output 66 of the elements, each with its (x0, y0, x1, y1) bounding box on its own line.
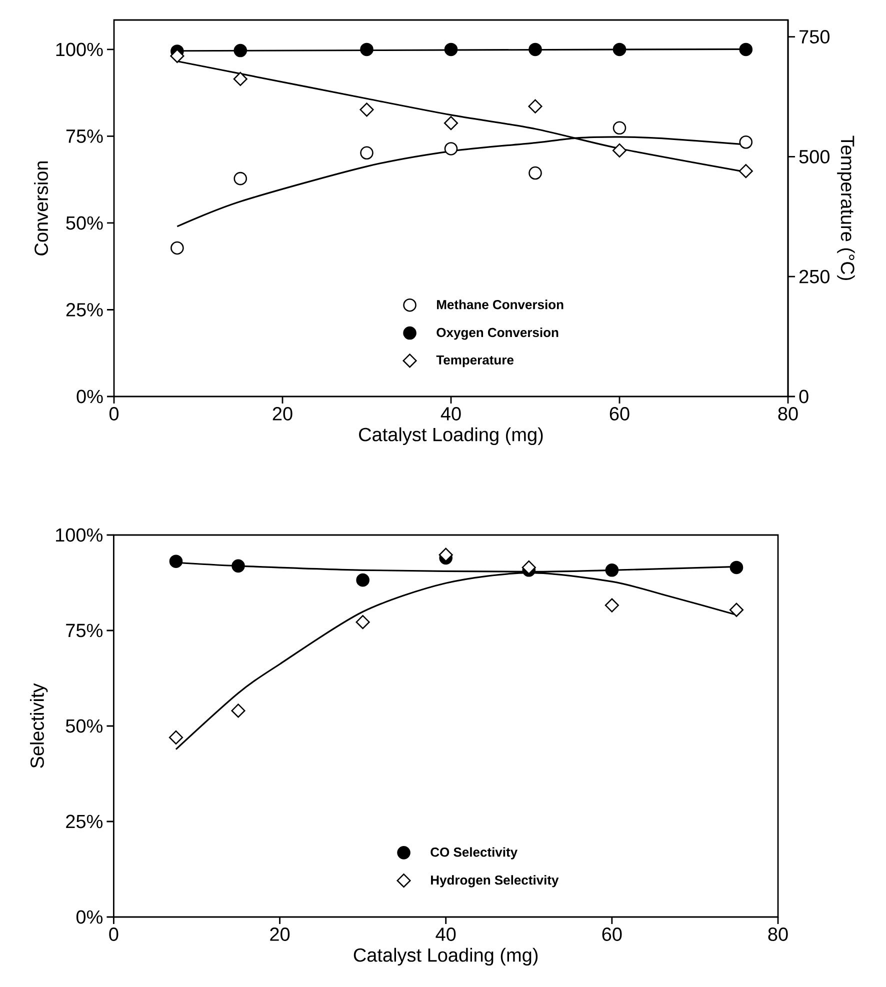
point (234, 172, 248, 186)
legend-label: Temperature (436, 355, 514, 368)
point (170, 241, 184, 255)
point (231, 704, 246, 718)
x-tick-label: 60 (602, 928, 622, 941)
point (528, 99, 542, 114)
point (612, 121, 626, 135)
y-axis-title: Conversion (34, 161, 48, 256)
point (438, 548, 453, 562)
y2-tick-label: 750 (800, 30, 830, 44)
y-tick-label: 25% (66, 303, 103, 316)
point (604, 598, 619, 612)
point (528, 42, 542, 56)
point (169, 554, 183, 568)
x-tick-label: 0 (109, 928, 118, 941)
x-axis-title: Catalyst Loading (mg) (359, 427, 543, 446)
point (360, 102, 374, 117)
y-tick-label: 100% (56, 528, 102, 542)
x-tick-label: 80 (778, 407, 798, 420)
y-tick-label: 25% (66, 814, 102, 828)
point (360, 42, 374, 56)
point (444, 116, 458, 130)
point (738, 164, 753, 178)
point (739, 42, 753, 56)
point (360, 146, 374, 160)
y-tick-label: 0% (76, 390, 103, 404)
point (528, 166, 542, 180)
point (233, 72, 248, 86)
point (170, 48, 184, 64)
point (234, 44, 248, 58)
x-tick-label: 40 (440, 407, 461, 420)
legend-label: Hydrogen Selectivity (431, 875, 559, 888)
x-tick-label: 60 (610, 407, 630, 420)
x-tick-label: 20 (272, 407, 292, 420)
x-axis-title: Catalyst Loading (mg) (354, 948, 538, 966)
point (522, 560, 536, 575)
legend-label: CO Selectivity (430, 847, 518, 860)
y-tick-label: 50% (66, 216, 103, 230)
y-axis-title: Selectivity (30, 683, 48, 768)
x-tick-label: 20 (270, 928, 290, 941)
y2-tick-label: 250 (800, 270, 830, 284)
point (444, 42, 458, 56)
y2-tick-label: 500 (799, 150, 830, 164)
point (739, 135, 753, 149)
point (612, 42, 626, 56)
point (168, 730, 184, 745)
point (612, 143, 627, 158)
point (729, 602, 744, 617)
point (356, 573, 370, 587)
point (356, 615, 370, 630)
y-tick-label: 100% (56, 42, 103, 56)
point (605, 563, 619, 577)
y-tick-label: 75% (66, 624, 102, 638)
y-tick-label: 0% (76, 910, 102, 924)
legend-label: Oxygen Conversion (436, 328, 558, 340)
point (444, 142, 458, 156)
point (730, 560, 744, 574)
y-tick-label: 75% (66, 130, 103, 143)
x-tick-label: 40 (436, 928, 456, 941)
y2-axis-title: Temperature (°C) (837, 136, 855, 280)
point (232, 559, 245, 573)
x-tick-label: 0 (109, 407, 119, 420)
y-tick-label: 50% (66, 719, 102, 733)
legend-label: Methane Conversion (437, 300, 564, 310)
x-tick-label: 80 (768, 928, 788, 941)
y2-tick-label: 0 (799, 390, 808, 404)
